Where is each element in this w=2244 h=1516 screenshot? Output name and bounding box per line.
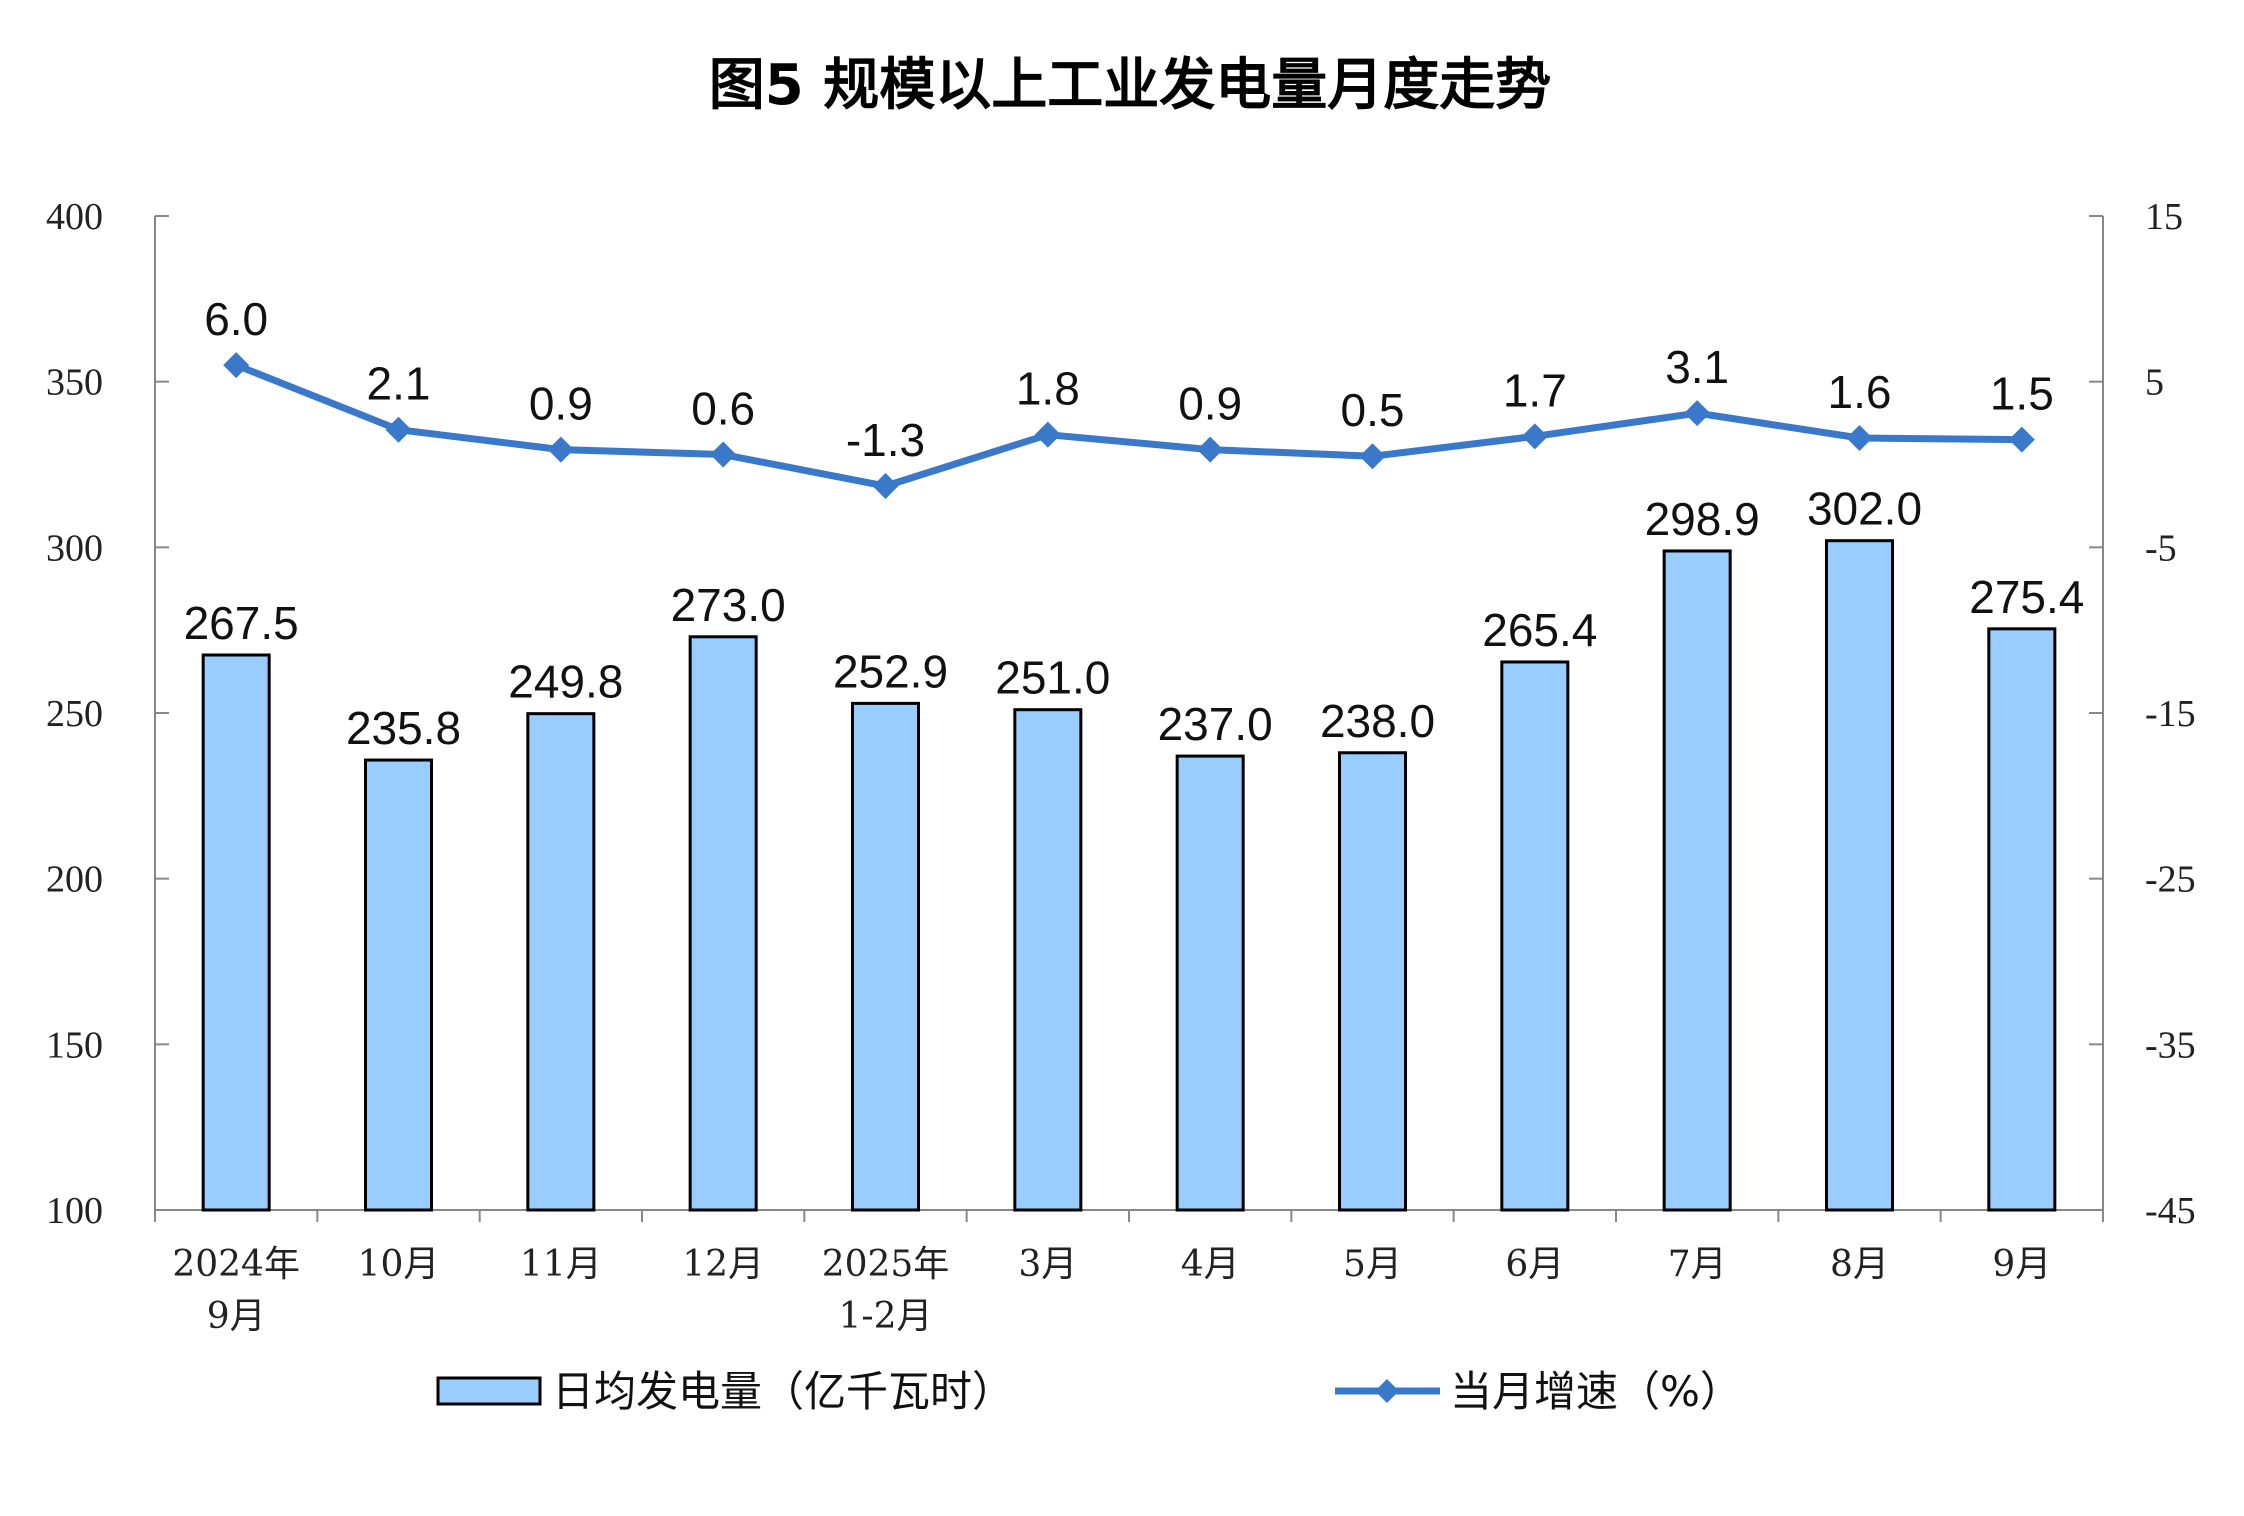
left-tick-label: 200 [46, 859, 103, 901]
bar-data-label: 252.9 [833, 645, 948, 697]
line-marker-diamond [547, 436, 574, 463]
legend: 日均发电量（亿千瓦时） 当月增速（%） [436, 1367, 1742, 1416]
bar-data-label: 302.0 [1807, 483, 1922, 535]
line-data-label: 1.5 [1990, 368, 2054, 420]
right-tick-label: -45 [2145, 1190, 2196, 1232]
left-tick-label: 350 [46, 362, 103, 404]
right-tick-label: -25 [2145, 859, 2196, 901]
bar [1013, 708, 1083, 1212]
line-marker-diamond [385, 416, 412, 443]
bar [1662, 549, 1732, 1212]
x-tick-label: 3月 [1018, 1244, 1077, 1285]
bar-data-label: 265.4 [1482, 604, 1597, 656]
line-data-label: 0.9 [1178, 378, 1242, 430]
line-marker-diamond [1521, 423, 1548, 450]
bar [1500, 660, 1570, 1212]
legend-bar-swatch [436, 1376, 542, 1406]
right-tick-label: -5 [2145, 527, 2177, 569]
legend-diamond-icon [1375, 1379, 1399, 1403]
x-tick-label: 9月 [1992, 1244, 2051, 1285]
legend-bar-label: 日均发电量（亿千瓦时） [552, 1367, 1014, 1416]
line-marker-diamond [872, 473, 899, 500]
bar [201, 653, 271, 1212]
legend-line-label: 当月增速（%） [1450, 1367, 1742, 1416]
bar-data-label: 235.8 [346, 702, 461, 754]
line-data-label: 1.7 [1503, 364, 1567, 416]
x-tick-label: 2024年 [172, 1244, 300, 1285]
line-data-label: 1.8 [1016, 363, 1080, 415]
bar [1987, 627, 2057, 1212]
bar-data-label: 275.4 [1969, 571, 2084, 623]
bar [1175, 754, 1245, 1212]
x-tick-label: 6月 [1505, 1244, 1564, 1285]
right-tick-label: -15 [2145, 693, 2196, 735]
bar-data-label: 298.9 [1645, 493, 1760, 545]
line-marker-diamond [1197, 436, 1224, 463]
bar [1825, 539, 1894, 1212]
line-marker-diamond [1684, 400, 1711, 427]
left-tick-label: 150 [46, 1024, 103, 1066]
line-marker-diamond [1846, 424, 1873, 451]
x-tick-label: 11月 [520, 1244, 602, 1285]
line-data-label: 0.9 [529, 378, 593, 430]
bar [688, 635, 758, 1212]
bar-data-label: 251.0 [995, 652, 1110, 704]
line-data-label: 6.0 [204, 293, 268, 345]
line-data-label: 0.5 [1341, 384, 1405, 436]
bar [364, 758, 433, 1212]
line-marker-diamond [1359, 443, 1386, 470]
bar-data-label: 273.0 [671, 579, 786, 631]
right-tick-label: -35 [2145, 1024, 2196, 1066]
bar-data-label: 238.0 [1320, 695, 1435, 747]
line-marker-diamond [223, 352, 250, 379]
x-tick-label: 12月 [682, 1244, 764, 1285]
line-marker-diamond [1034, 421, 1061, 448]
x-tick-label: 7月 [1668, 1244, 1727, 1285]
bar [526, 712, 596, 1212]
left-tick-label: 400 [46, 196, 103, 238]
line-data-label: 1.6 [1828, 366, 1892, 418]
x-tick-label: 5月 [1343, 1244, 1402, 1285]
bar [1338, 751, 1407, 1212]
x-tick-label: 9月 [207, 1296, 266, 1337]
x-tick-label: 2025年 [822, 1244, 950, 1285]
line-data-label: 3.1 [1665, 341, 1729, 393]
left-tick-label: 300 [46, 527, 103, 569]
line-marker-diamond [710, 441, 737, 468]
left-tick-label: 100 [46, 1190, 103, 1232]
line-data-label: -1.3 [846, 414, 925, 466]
chart-title: 图5 规模以上工业发电量月度走势 [709, 53, 1551, 118]
growth-line [234, 361, 2022, 490]
bar [851, 701, 920, 1212]
right-tick-label: 5 [2145, 362, 2164, 404]
line-data-label: 2.1 [367, 358, 431, 410]
bar-data-label: 249.8 [508, 656, 623, 708]
x-tick-label: 1-2月 [839, 1296, 933, 1337]
line-marker-diamond [2008, 426, 2035, 453]
bar-data-label: 237.0 [1158, 698, 1273, 750]
right-tick-label: 15 [2145, 196, 2183, 238]
line-data-label: 0.6 [691, 383, 755, 435]
x-tick-label: 8月 [1830, 1244, 1889, 1285]
x-tick-label: 4月 [1181, 1244, 1240, 1285]
left-tick-label: 250 [46, 693, 103, 735]
bar-data-label: 267.5 [184, 597, 299, 649]
x-tick-label: 10月 [358, 1244, 440, 1285]
